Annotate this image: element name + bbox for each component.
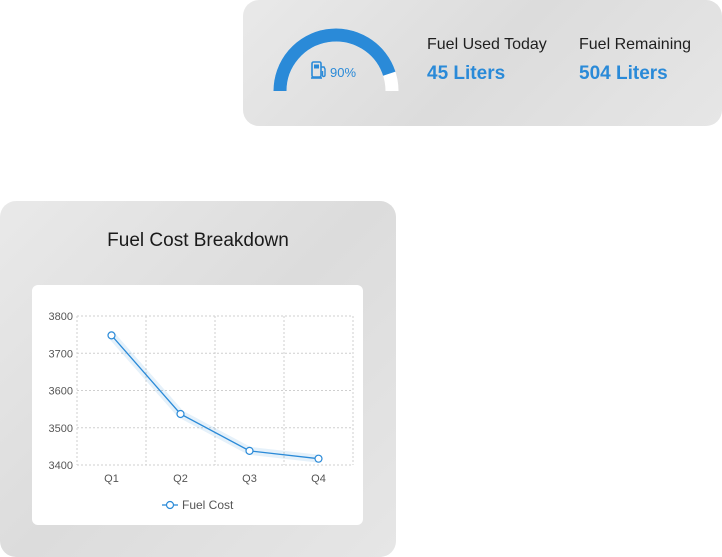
x-tick-label: Q3 — [242, 473, 257, 485]
fuel-remaining-label: Fuel Remaining — [579, 36, 692, 53]
y-tick-label: 3500 — [49, 423, 73, 435]
series-line — [111, 334, 319, 460]
gauge-arc — [273, 28, 399, 92]
y-tick-label: 3800 — [49, 311, 73, 323]
line-chart: 3400 3500 3600 3700 3800 Q1 Q2 Q3 Q4 Fuel Cost — [49, 311, 354, 512]
fuel-summary-card: 90% Fuel Used Today 45 Liters Fuel Remai… — [243, 0, 722, 126]
legend-label: Fuel Cost — [182, 498, 234, 512]
x-tick-label: Q4 — [311, 473, 326, 485]
y-tick-label: 3600 — [49, 386, 73, 398]
x-tick-label: Q1 — [104, 473, 119, 485]
gauge-percent: 90% — [330, 65, 357, 80]
data-point — [176, 409, 185, 419]
data-point — [314, 454, 323, 463]
y-tick-label: 3700 — [49, 348, 73, 360]
fuel-pump-icon — [310, 60, 328, 85]
fuel-used-value: 45 Liters — [427, 63, 506, 84]
fuel-remaining-value: 504 Liters — [579, 63, 668, 84]
gauge-center: 90% — [310, 60, 356, 85]
fuel-used-label: Fuel Used Today — [427, 36, 547, 53]
legend-marker — [165, 500, 175, 510]
gauge-fill — [273, 28, 396, 92]
data-point — [245, 446, 254, 455]
chart-title: Fuel Cost Breakdown — [107, 230, 289, 251]
x-tick-label: Q2 — [173, 473, 188, 485]
fuel-used-today: Fuel Used Today 45 Liters — [427, 36, 547, 85]
data-point — [107, 331, 116, 340]
chart-panel: 3400 3500 3600 3700 3800 Q1 Q2 Q3 Q4 Fuel Cost — [32, 285, 363, 525]
y-tick-label: 3400 — [49, 460, 73, 472]
fuel-cost-card: Fuel Cost Breakdown 3400 3500 3600 3700 3800… — [0, 201, 396, 557]
fuel-gauge — [273, 28, 399, 98]
fuel-remaining: Fuel Remaining 504 Liters — [579, 36, 691, 85]
